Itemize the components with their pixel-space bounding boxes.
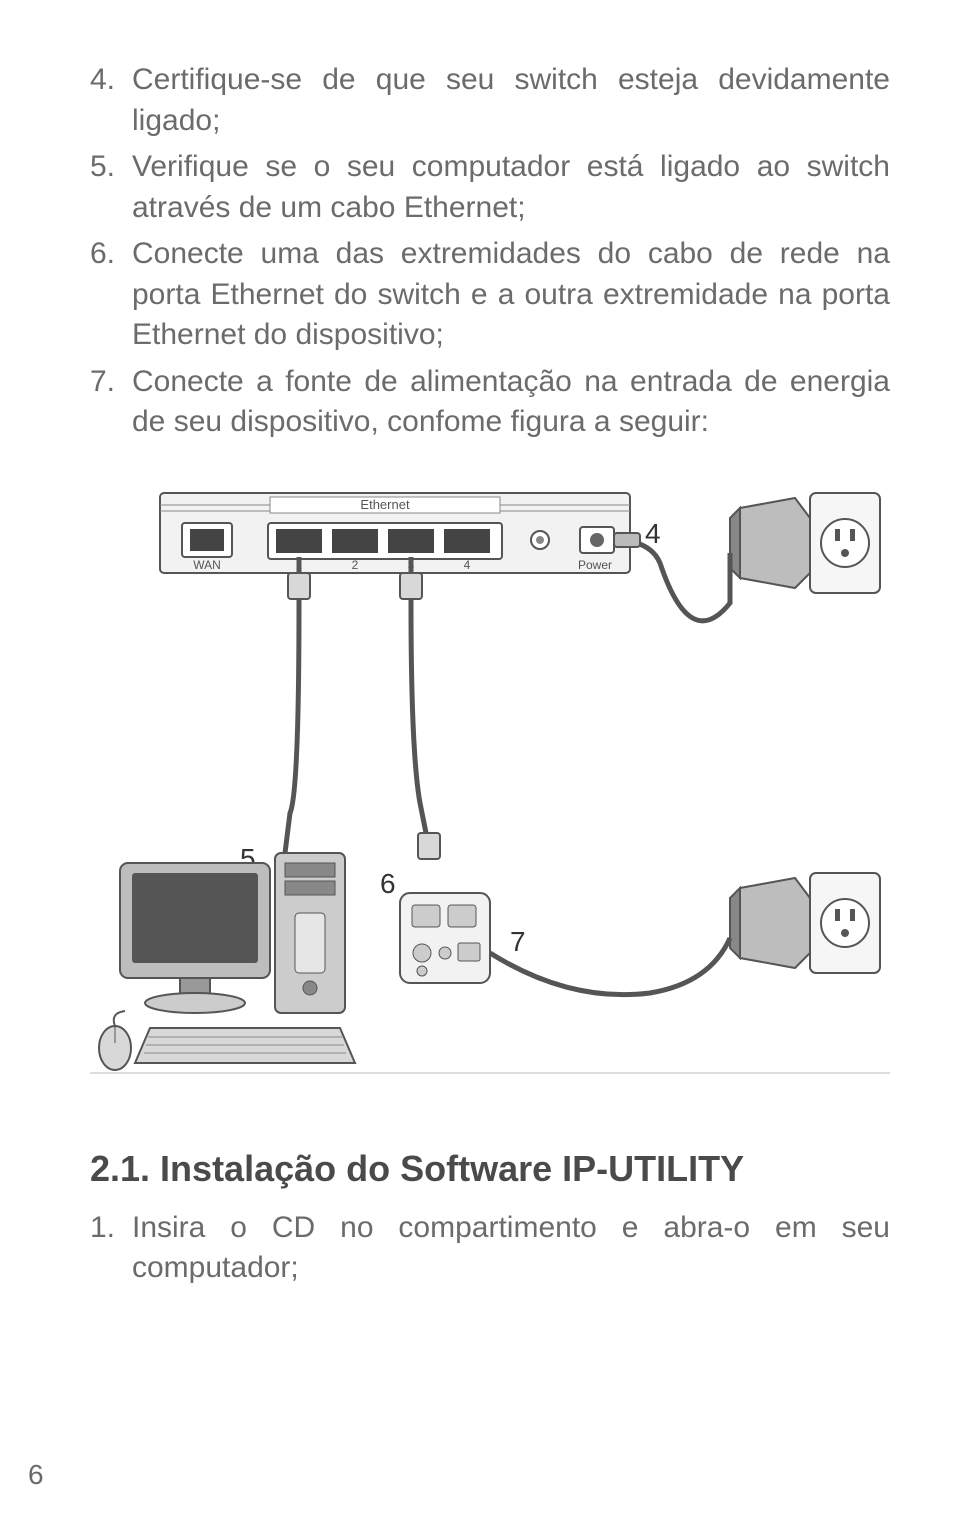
ethernet-cable-pc [285, 557, 299, 853]
callout-4: 4 [645, 518, 661, 549]
power-cable-top [614, 540, 730, 621]
router-ethernet-label: Ethernet [360, 497, 410, 512]
list-item: 1. Insira o CD no compartimento e abra-o… [90, 1208, 890, 1289]
power-cable-bottom [490, 938, 730, 995]
callout-7: 7 [510, 926, 526, 957]
item-text: Insira o CD no compartimento e abra-o em… [132, 1208, 890, 1289]
list-item: 7. Conecte a fonte de alimentação na ent… [90, 362, 890, 443]
list-item: 5. Verifique se o seu computador está li… [90, 147, 890, 228]
section-heading: 2.1. Instalação do Software IP-UTILITY [90, 1148, 890, 1190]
item-text: Certifique-se de que seu switch esteja d… [132, 60, 890, 141]
power-adapter-top-icon [730, 493, 880, 593]
list-item: 4. Certifique-se de que seu switch estej… [90, 60, 890, 141]
item-number: 6. [90, 234, 132, 356]
power-label: Power [578, 558, 612, 572]
item-text: Verifique se o seu computador está ligad… [132, 147, 890, 228]
rj45-plug-icon [400, 573, 422, 599]
item-number: 4. [90, 60, 132, 141]
item-text: Conecte a fonte de alimentação na entrad… [132, 362, 890, 443]
page-number: 6 [28, 1459, 44, 1491]
item-number: 5. [90, 147, 132, 228]
diagram-svg: Ethernet WAN 1 2 3 4 Power [90, 473, 890, 1093]
rj45-plug-icon [288, 573, 310, 599]
list-item: 6. Conecte uma das extremidades do cabo … [90, 234, 890, 356]
rj45-plug-icon [418, 833, 440, 859]
power-adapter-bottom-icon [730, 873, 880, 973]
computer-icon [99, 853, 355, 1070]
item-number: 1. [90, 1208, 132, 1289]
port-label: 4 [464, 558, 471, 572]
page-container: 4. Certifique-se de que seu switch estej… [0, 0, 960, 1519]
sub-instruction-list: 1. Insira o CD no compartimento e abra-o… [90, 1208, 890, 1289]
connection-diagram: Ethernet WAN 1 2 3 4 Power [90, 473, 890, 1098]
callout-6: 6 [380, 868, 396, 899]
instruction-list: 4. Certifique-se de que seu switch estej… [90, 60, 890, 443]
device-icon [400, 893, 490, 983]
port-label: 2 [352, 558, 359, 572]
item-text: Conecte uma das extremidades do cabo de … [132, 234, 890, 356]
wan-label: WAN [193, 558, 221, 572]
ethernet-cable-device [411, 557, 430, 853]
item-number: 7. [90, 362, 132, 443]
router-icon: Ethernet WAN 1 2 3 4 Power [160, 493, 630, 573]
